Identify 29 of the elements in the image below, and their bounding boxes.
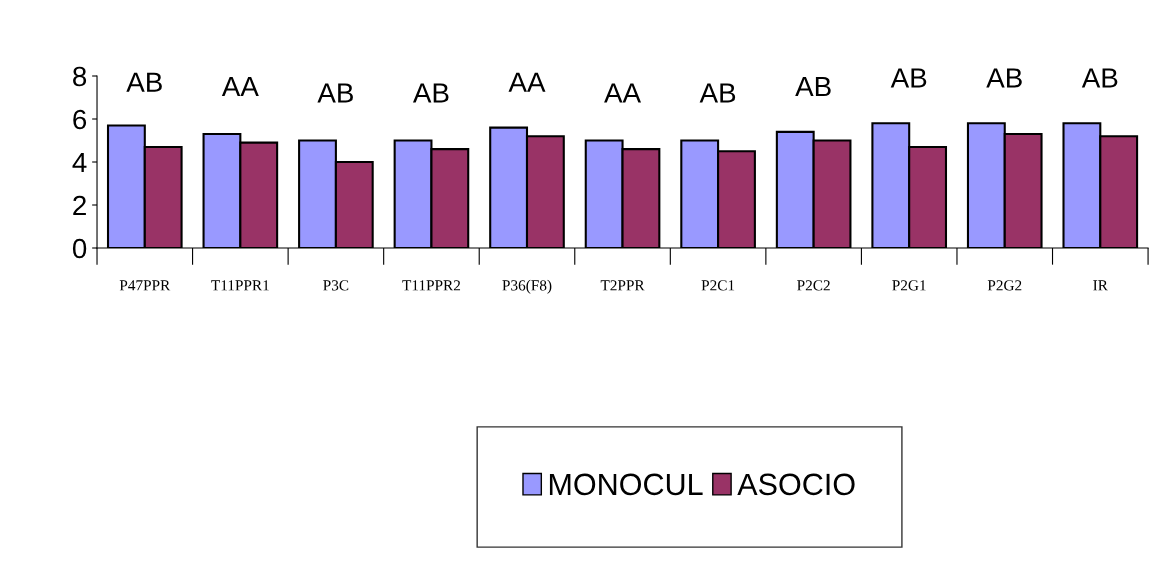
x-tick-label: P2C2 (797, 280, 830, 291)
annotation: AB (890, 68, 927, 88)
y-tick-label: 4 (72, 152, 87, 173)
annotation: AA (221, 76, 259, 97)
x-tick-label: IR (1093, 280, 1108, 291)
y-tick-label: 8 (73, 66, 87, 87)
x-tick-label: P36(F8) (502, 279, 552, 294)
x-tick-label: T2PPR (600, 280, 645, 291)
annotation: AB (986, 68, 1022, 88)
annotation: AA (604, 83, 642, 103)
x-tick-label: P47PPR (119, 280, 171, 291)
y-tick-label: 6 (73, 109, 87, 130)
legend-label: ASOCIO (737, 473, 855, 496)
x-tick-label: P2G1 (892, 280, 926, 291)
annotation: AB (412, 83, 449, 103)
x-tick-label: T11PPR1 (211, 280, 269, 291)
annotation: AB (795, 76, 831, 97)
x-tick-label: T11PPR2 (402, 280, 461, 291)
annotation: AB (317, 83, 353, 103)
y-tick-label: 0 (72, 238, 87, 259)
annotation: AB (126, 72, 162, 92)
x-tick-label: P3C (323, 280, 349, 291)
legend-label: MONOCUL (549, 473, 703, 496)
annotation: AB (1081, 68, 1118, 88)
x-tick-label: P2C1 (701, 280, 735, 291)
y-tick-label: 2 (73, 195, 86, 216)
annotation: AB (699, 83, 736, 103)
annotation: AA (508, 72, 546, 92)
x-tick-label: P2G2 (987, 280, 1022, 291)
